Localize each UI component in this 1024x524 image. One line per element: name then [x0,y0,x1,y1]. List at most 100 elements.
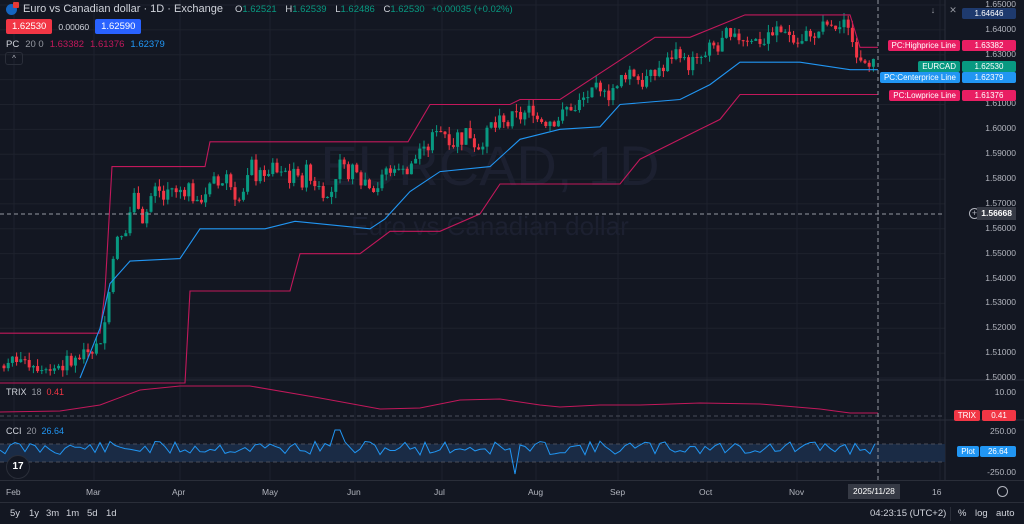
range-5y-button[interactable]: 5y [10,508,21,519]
auto-toggle[interactable]: auto [996,508,1015,519]
time-axis[interactable]: Feb Mar Apr May Jun Jul Aug Sep Oct Nov 16 2025/11… [0,480,1024,502]
candle-body [313,180,317,187]
time-cursor-label: 2025/11/28 [848,484,900,499]
candle-body [229,174,233,188]
candle-body [191,183,195,202]
candle-body [304,164,308,188]
candle-body [271,162,275,175]
sell-button[interactable]: 1.62530 [6,19,53,34]
candle-body [334,179,338,192]
candle-body [384,168,388,175]
symbol-tag-name: EURCAD [918,61,960,72]
buy-button[interactable]: 1.62590 [95,19,142,34]
move-down-icon[interactable]: ↓ [930,5,936,15]
trade-buttons: 1.62530 0.00060 1.62590 [6,19,142,34]
watermark-description: Euro vs Canadian dollar [351,211,629,241]
trix-legend[interactable]: TRIX 18 0.41 [6,387,64,397]
candle-body [783,31,787,33]
candle-body [615,86,619,89]
collapse-pane-icon[interactable]: ✕ [949,5,957,15]
trix-value: 0.41 [46,387,65,397]
open-value: 1.62521 [242,3,277,15]
candle-body [94,343,98,354]
candle-body [766,32,770,44]
collapse-legend-button[interactable]: ^ [5,52,23,65]
candle-body [754,39,758,41]
tradingview-logo[interactable]: 17 [6,455,30,479]
pc-low-line [0,93,878,384]
pc-params: 20 0 [25,39,44,50]
candle-body [493,122,497,128]
trix-params: 18 [31,387,42,397]
pc-low-value: 1.61376 [90,39,125,50]
candle-body [456,132,460,147]
time-axis-label: Jul [434,487,445,497]
candle-body [695,56,699,58]
log-toggle[interactable]: log [975,508,988,519]
time-axis-label: 16 [932,487,942,497]
clock-timezone[interactable]: 04:23:15 (UTC+2) [870,508,947,519]
pc-center-tag-name: PC:Centerprice Line [879,72,960,83]
close-key: C [383,3,391,15]
chevron-up-icon: ^ [12,54,16,63]
candle-body [212,176,216,184]
candle-body [141,208,145,224]
candle-body [443,131,447,135]
candle-body [540,119,544,122]
candle-body [439,131,443,133]
range-3m-button[interactable]: 3m [46,508,60,519]
candle-body [590,87,594,98]
candle-body [435,131,439,133]
candle-body [27,360,31,368]
candle-body [682,57,686,59]
percent-toggle[interactable]: % [958,508,967,519]
candle-body [628,69,632,80]
pc-indicator-legend[interactable]: PC 20 0 1.63382 1.61376 1.62379 [6,39,165,50]
cci-legend[interactable]: CCI 20 26.64 [6,426,64,436]
candle-body [472,138,476,148]
candle-body [804,30,808,42]
candle-body [447,134,451,146]
candle-body [430,132,434,151]
candle-body [388,168,392,173]
candle-body [359,172,363,186]
candle-body [15,356,19,362]
candle-body [288,170,292,183]
symbol-title[interactable]: Euro vs Canadian dollar · 1D · Exchange [23,3,223,15]
candle-body [136,192,140,209]
watermark-symbol: EURCAD, 1D [320,134,659,197]
candle-body [787,31,791,35]
time-axis-label: Oct [699,487,713,497]
high-key: H [285,3,293,15]
candle-body [23,359,27,361]
candle-body [523,112,527,120]
time-axis-label: Jun [347,487,361,497]
candle-body [145,211,149,224]
candle-body [850,27,854,43]
trix-tag-name: TRIX [953,410,980,421]
candle-body [796,42,800,44]
candle-body [670,57,674,59]
candle-body [99,343,103,345]
settings-gear-icon[interactable] [997,486,1008,497]
candle-body [481,146,485,150]
candle-body [603,90,607,92]
range-1m-button[interactable]: 1m [66,508,80,519]
range-1y-button[interactable]: 1y [29,508,40,519]
range-1d-button[interactable]: 1d [106,508,117,519]
price-axis-label: 1.50000 [985,372,1016,382]
candle-body [208,183,212,195]
candle-body [401,168,405,170]
price-axis-label: 1.65000 [985,0,1016,9]
candle-body [414,158,418,164]
pc-center-value: 1.62379 [130,39,165,50]
candle-body [531,105,535,116]
candle-body [636,76,640,80]
candle-body [519,111,523,120]
candle-body [19,359,23,362]
candle-body [355,164,359,173]
range-5d-button[interactable]: 5d [87,508,98,519]
candle-body [380,174,384,189]
candle-body [393,169,397,173]
